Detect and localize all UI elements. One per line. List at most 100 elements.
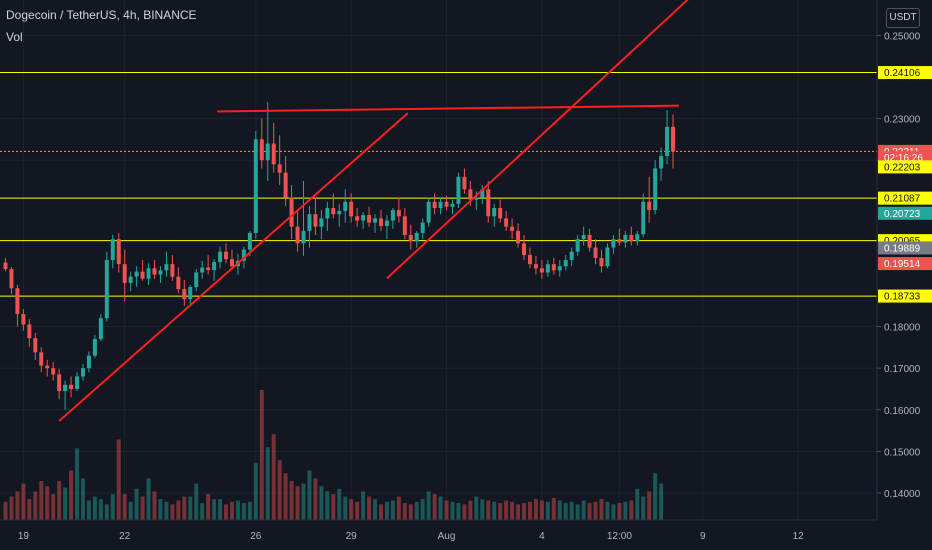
time-tick-label: 26 xyxy=(250,531,262,542)
volume-bar xyxy=(527,501,532,520)
volume-bar xyxy=(355,501,360,520)
volume-bar xyxy=(474,496,479,520)
candle-body xyxy=(498,208,503,219)
volume-bar xyxy=(206,494,211,520)
candle-body xyxy=(426,201,431,223)
candle-body xyxy=(384,220,389,226)
candle-body xyxy=(188,287,193,300)
volume-bar xyxy=(69,470,74,520)
candle-body xyxy=(641,201,646,235)
price-tick-label: 0.25000 xyxy=(884,31,921,42)
volume-bar xyxy=(170,504,175,520)
volume-bar xyxy=(599,499,604,520)
volume-bar xyxy=(408,504,413,520)
candle-body xyxy=(170,264,175,277)
trendlines[interactable] xyxy=(58,0,700,422)
volume-bar xyxy=(104,504,109,520)
candle-body xyxy=(182,289,187,300)
volume-bar xyxy=(539,500,544,520)
volume-bar xyxy=(635,488,640,520)
candle-body xyxy=(158,270,163,275)
price-label-text: 0.20723 xyxy=(884,209,921,220)
volume-bar xyxy=(277,460,282,520)
volume-bar xyxy=(623,501,628,520)
candle-body xyxy=(122,264,127,283)
candle-body xyxy=(164,264,169,271)
volume-bar xyxy=(390,500,395,520)
volume-bar xyxy=(653,473,658,520)
volume-bar xyxy=(313,478,318,520)
volume-bar xyxy=(605,501,610,520)
candle-body xyxy=(176,276,181,290)
volume-bar xyxy=(3,501,8,520)
candle-body xyxy=(444,201,449,207)
candle-body xyxy=(277,164,282,173)
volume-bar xyxy=(80,478,85,520)
volume-bar xyxy=(301,483,306,520)
candle-body xyxy=(301,230,306,244)
price-label-text: 0.19514 xyxy=(884,259,921,270)
price-tick-label: 0.17000 xyxy=(884,364,921,375)
candle-body xyxy=(623,235,628,243)
candle-body xyxy=(75,376,80,389)
candle-body xyxy=(104,260,109,319)
price-label-box xyxy=(878,206,932,220)
price-label-text: 0.18733 xyxy=(884,292,921,303)
volume-bar xyxy=(641,496,646,520)
candle-body xyxy=(92,339,97,356)
time-tick-label: 12:00 xyxy=(607,531,632,542)
trendline xyxy=(386,0,689,280)
candle-body xyxy=(659,156,664,169)
price-label-box xyxy=(878,241,932,255)
price-label-box xyxy=(878,257,932,271)
price-label-box xyxy=(878,289,932,303)
price-label-box xyxy=(878,191,932,205)
candle-body xyxy=(599,257,604,267)
candle-body xyxy=(63,384,68,392)
candle-body xyxy=(33,338,38,353)
volume-bar xyxy=(504,500,509,520)
time-axis[interactable]: 19 22 26 29 Aug 4 12:00 9 12 xyxy=(0,519,932,550)
volume-bar xyxy=(9,496,14,520)
volume-bars xyxy=(3,390,664,520)
candle-body xyxy=(563,260,568,267)
candle-body xyxy=(635,234,640,242)
volume-bar xyxy=(629,500,634,520)
candle-body xyxy=(152,268,157,275)
volume-bar xyxy=(283,473,288,520)
volume-bar xyxy=(15,491,20,520)
volume-bar xyxy=(128,501,133,520)
candle-body xyxy=(653,168,658,211)
trendline xyxy=(217,104,679,113)
time-tick-label: 29 xyxy=(346,531,358,542)
candle-body xyxy=(647,201,652,211)
volume-bar xyxy=(98,499,103,520)
candle-body xyxy=(438,201,443,208)
candle-body xyxy=(331,208,336,215)
volume-bar xyxy=(551,497,556,520)
volume-bar xyxy=(247,501,252,520)
chart-title[interactable]: Dogecoin / TetherUS, 4h, BINANCE xyxy=(6,8,197,22)
volume-bar xyxy=(51,494,56,520)
candle-body xyxy=(229,259,234,267)
volume-bar xyxy=(218,499,223,520)
candle-body xyxy=(3,262,8,270)
volume-bar xyxy=(438,496,443,520)
volume-bar xyxy=(319,486,324,520)
candle-body xyxy=(224,251,229,260)
volume-bar xyxy=(450,501,455,520)
volume-bar xyxy=(27,499,32,520)
candle-body xyxy=(128,276,133,283)
volume-bar xyxy=(212,499,217,520)
volume-bar xyxy=(343,496,348,520)
currency-badge[interactable]: USDT xyxy=(886,8,920,28)
horizontal-levels[interactable] xyxy=(0,72,877,297)
candle-body xyxy=(206,267,211,270)
volume-bar xyxy=(235,500,240,520)
candle-body xyxy=(325,208,330,219)
candle-body xyxy=(349,201,354,217)
volume-bar xyxy=(253,462,258,520)
volume-bar xyxy=(456,503,461,520)
